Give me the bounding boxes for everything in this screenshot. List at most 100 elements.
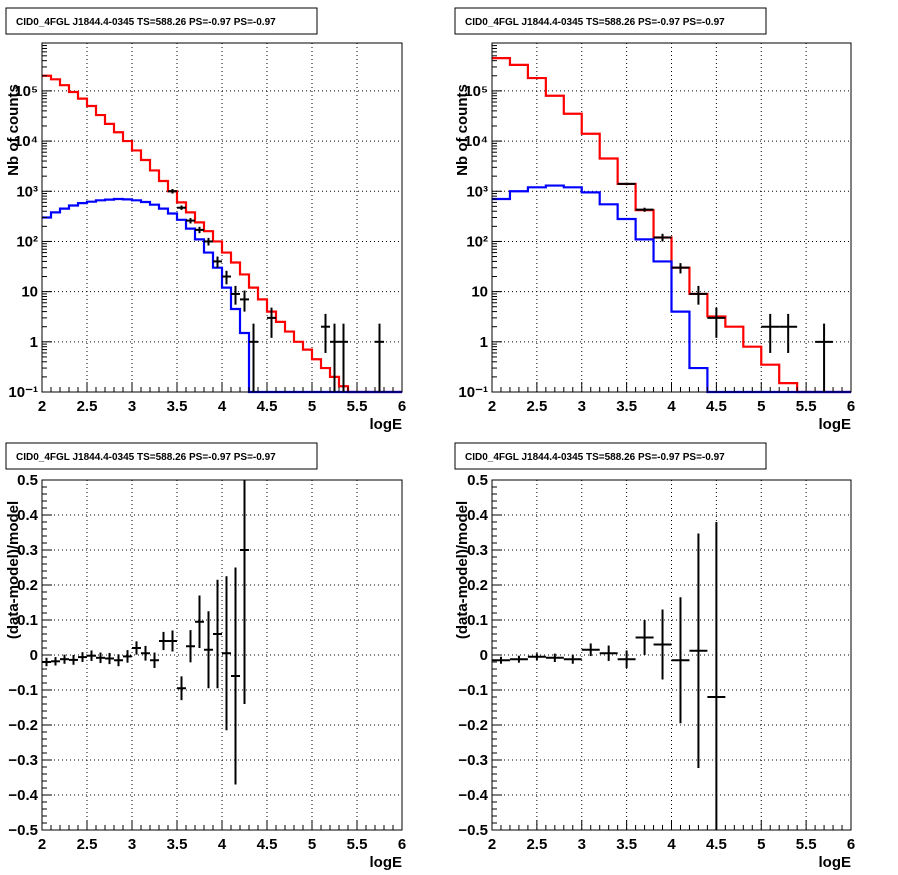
data-point	[96, 652, 105, 664]
title-frame	[5, 442, 318, 470]
data-point	[321, 313, 330, 353]
x-tick-label: 4	[218, 836, 227, 853]
data-point	[213, 256, 222, 268]
data-point	[51, 657, 60, 666]
data-point	[492, 656, 510, 664]
series-data	[168, 188, 384, 392]
y-tick-label: −0.4	[8, 787, 38, 804]
x-tick-label: 5	[308, 398, 316, 415]
data-point	[689, 285, 708, 305]
title-frame	[5, 7, 318, 35]
y-tick-label: 1	[30, 334, 38, 351]
x-tick-label: 2	[488, 836, 496, 853]
y-tick-label: 10⁴	[14, 133, 38, 150]
data-point	[563, 654, 582, 664]
data-point	[240, 480, 249, 704]
data-point	[78, 652, 87, 662]
data-point	[635, 207, 654, 212]
x-tick-label: 5.5	[347, 836, 368, 853]
y-tick-label: 0.5	[17, 472, 38, 489]
y-tick-label: 0.3	[17, 542, 38, 559]
chart-title-box: CID0_4FGL J1844.4-0345 TS=588.26 PS=-0.9…	[454, 442, 767, 470]
x-tick-label: 3.5	[616, 398, 637, 415]
data-point	[168, 188, 177, 194]
title-frame	[454, 7, 767, 35]
y-tick-label: 0.4	[467, 507, 489, 524]
chart-title-box: CID0_4FGL J1844.4-0345 TS=588.26 PS=-0.9…	[454, 7, 767, 35]
data-point	[761, 313, 780, 353]
data-point	[240, 290, 249, 312]
x-tick-label: 2.5	[526, 398, 547, 415]
x-tick-label: 2	[488, 398, 496, 415]
data-point	[509, 655, 528, 663]
x-tick-label: 3	[128, 836, 136, 853]
y-tick-label: −0.5	[8, 822, 38, 839]
x-tick-label: 2.5	[526, 836, 547, 853]
x-tick-label: 3.5	[616, 836, 637, 853]
chart-title: CID0_4FGL J1844.4-0345 TS=588.26 PS=-0.9…	[16, 17, 276, 28]
data-point	[222, 576, 231, 731]
y-axis: −0.5 −0.4 −0.3 −0.2 −0.1 0 0.1 0.2 0.3 0.4 0.5 (dat…	[454, 472, 502, 839]
x-tick-label: 4.5	[257, 836, 278, 853]
data-point	[132, 641, 141, 655]
y-tick-label: 10²	[16, 233, 38, 250]
data-point	[159, 631, 168, 651]
data-point	[87, 650, 96, 661]
x-axis-label: logE	[370, 416, 403, 433]
x-tick-label: 4.5	[706, 398, 727, 415]
x-tick-label: 6	[847, 836, 855, 853]
data-point	[231, 285, 240, 305]
data-point	[60, 654, 69, 664]
x-tick-label: 5	[757, 836, 765, 853]
data-point	[689, 533, 708, 769]
data-point	[545, 653, 564, 662]
data-point	[635, 620, 654, 655]
chart-panel-3: 2 2.5 3 3.5 4 4.5 5 5.5 6logE−0.5−0.4−0.3−0.2−0.…	[5, 442, 406, 871]
data-point	[69, 655, 78, 665]
x-tick-label: 5.5	[796, 836, 817, 853]
data-point	[653, 609, 672, 680]
x-tick-label: 4.5	[257, 398, 278, 415]
data-point	[231, 567, 240, 785]
data-point	[195, 226, 204, 234]
title-frame	[454, 442, 767, 470]
y-tick-label: 1	[480, 334, 488, 351]
y-axis: −0.5 −0.4 −0.3 −0.2 −0.1 0 0.1 0.2 0.3 0.4 0.5 (dat…	[5, 472, 52, 839]
y-tick-label: 0.1	[467, 612, 488, 629]
data-point	[123, 650, 132, 663]
x-tick-label: 6	[398, 836, 406, 853]
data-point	[213, 579, 222, 689]
y-tick-label: 0	[30, 647, 38, 664]
data-point	[114, 654, 123, 667]
y-tick-label: 0.5	[467, 472, 488, 489]
plot-area	[492, 43, 851, 392]
y-tick-label: 10⁻¹	[458, 384, 488, 401]
data-point	[581, 643, 600, 657]
x-tick-label: 3.5	[167, 836, 188, 853]
y-tick-label: 0.4	[17, 507, 39, 524]
x-tick-label: 3	[578, 398, 586, 415]
data-point	[195, 595, 204, 648]
y-tick-label: −0.1	[8, 682, 38, 699]
chart-title: CID0_4FGL J1844.4-0345 TS=588.26 PS=-0.9…	[465, 17, 725, 28]
x-tick-label: 6	[398, 398, 406, 415]
x-tick-label: 4	[218, 398, 227, 415]
x-axis-label: logE	[819, 416, 852, 433]
x-tick-label: 3.5	[167, 398, 188, 415]
chart-title: CID0_4FGL J1844.4-0345 TS=588.26 PS=-0.9…	[465, 452, 725, 463]
x-tick-label: 5	[757, 398, 765, 415]
y-tick-label: 10⁻¹	[8, 384, 38, 401]
data-point	[779, 313, 798, 353]
data-point	[617, 650, 636, 668]
x-tick-label: 4	[667, 836, 676, 853]
y-tick-label: 10	[21, 284, 38, 301]
data-point	[339, 323, 348, 392]
x-tick-label: 2	[38, 836, 46, 853]
data-point	[141, 645, 150, 661]
chart-title-box: CID0_4FGL J1844.4-0345 TS=588.26 PS=-0.9…	[5, 442, 318, 470]
chart-panel-4: 2 2.5 3 3.5 4 4.5 5 5.5 6logE−0.5−0.4−0.3−0.2−0.…	[454, 442, 855, 871]
